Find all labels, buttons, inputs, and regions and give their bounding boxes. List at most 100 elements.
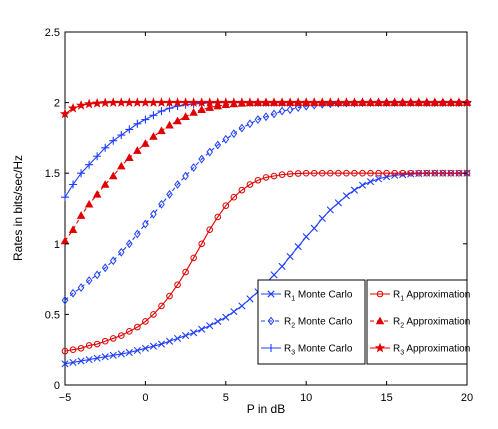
series-r3-approximation xyxy=(59,97,473,119)
data-point-r2-approximation xyxy=(181,112,190,120)
data-point-r1-approximation xyxy=(190,254,197,262)
data-point-r2-approximation xyxy=(125,153,134,161)
data-point-r3-approximation xyxy=(59,108,71,119)
data-point-r1-monte-carlo xyxy=(342,192,350,200)
data-point-r2-monte-carlo xyxy=(85,276,93,285)
data-point-r1-approximation xyxy=(270,172,278,180)
legend: R1 Monte Carlo R2 Monte Carlo R3 Monte Car… xyxy=(257,279,470,365)
data-point-r3-monte-carlo xyxy=(109,136,118,145)
data-point-r1-approximation xyxy=(439,169,447,177)
data-point-r1-monte-carlo xyxy=(206,322,214,330)
data-point-r2-monte-carlo xyxy=(286,105,294,115)
legend-label-r2-monte-carlo: R2 Monte Carlo xyxy=(284,317,353,330)
y-tick-label: 1 xyxy=(54,239,60,251)
data-point-r1-approximation xyxy=(310,169,318,177)
data-point-r2-approximation xyxy=(173,116,182,125)
data-point-r1-approximation xyxy=(286,170,294,178)
data-point-r1-monte-carlo xyxy=(214,317,222,326)
data-point-r1-monte-carlo xyxy=(310,224,318,232)
data-point-r1-monte-carlo xyxy=(358,181,367,189)
x-tick-label: −5 xyxy=(59,392,72,404)
data-point-r1-approximation xyxy=(77,344,85,352)
legend-marker-r1-approximation xyxy=(376,290,384,298)
data-point-r2-monte-carlo xyxy=(278,106,286,116)
data-point-r1-approximation xyxy=(415,169,423,177)
data-point-r1-approximation xyxy=(85,342,93,349)
data-point-r2-monte-carlo xyxy=(158,199,165,209)
data-point-r2-approximation xyxy=(108,171,118,180)
data-point-r1-approximation xyxy=(327,169,334,177)
data-point-r1-approximation xyxy=(61,347,69,355)
data-point-r1-monte-carlo xyxy=(125,348,133,357)
x-tick-label: 5 xyxy=(223,392,229,404)
data-point-r1-approximation xyxy=(126,328,133,335)
series-line-r2-monte-carlo xyxy=(64,102,467,301)
data-point-r1-monte-carlo xyxy=(246,295,254,303)
data-point-r1-approximation xyxy=(214,213,222,221)
legend-marker-r2-monte-carlo xyxy=(267,316,275,326)
y-tick-label: 0.5 xyxy=(45,309,60,321)
x-tick-label: 10 xyxy=(300,392,312,404)
data-point-r2-monte-carlo xyxy=(134,229,141,239)
data-point-r2-monte-carlo xyxy=(117,247,125,257)
data-point-r2-monte-carlo xyxy=(150,209,157,219)
data-point-r2-approximation xyxy=(141,139,150,147)
data-point-r3-monte-carlo xyxy=(157,107,166,116)
data-point-r1-monte-carlo xyxy=(85,355,93,364)
data-point-r1-monte-carlo xyxy=(270,271,278,279)
data-point-r1-approximation xyxy=(150,311,157,318)
data-point-r2-monte-carlo xyxy=(222,134,230,144)
data-point-r2-monte-carlo xyxy=(125,239,133,249)
data-point-r1-monte-carlo xyxy=(117,350,125,358)
data-point-r3-monte-carlo xyxy=(77,169,86,178)
data-point-r1-monte-carlo xyxy=(238,302,246,310)
data-point-r1-monte-carlo xyxy=(366,178,375,186)
data-point-r1-monte-carlo xyxy=(182,331,190,340)
y-tick-label: 1.5 xyxy=(45,168,60,180)
data-point-r1-approximation xyxy=(343,169,350,177)
x-tick-label: 15 xyxy=(380,392,392,404)
series-layer xyxy=(59,97,473,368)
data-point-r1-monte-carlo xyxy=(101,353,109,361)
data-point-r3-approximation xyxy=(84,98,95,109)
data-point-r1-approximation xyxy=(383,169,390,177)
data-point-r2-monte-carlo xyxy=(109,256,117,266)
data-point-r2-monte-carlo xyxy=(262,112,270,122)
data-point-r3-monte-carlo xyxy=(117,131,126,140)
data-point-r1-approximation xyxy=(230,193,238,201)
data-point-r1-approximation xyxy=(182,268,189,276)
data-point-r1-approximation xyxy=(109,335,117,342)
x-axis-label: P in dB xyxy=(247,402,285,416)
data-point-r3-monte-carlo xyxy=(149,111,158,120)
legend-marker-r1-monte-carlo xyxy=(267,290,275,298)
data-point-r2-monte-carlo xyxy=(182,171,189,181)
data-point-r1-approximation xyxy=(254,176,262,184)
data-point-r3-monte-carlo xyxy=(101,143,110,152)
data-point-r2-approximation xyxy=(133,146,142,154)
data-point-r1-monte-carlo xyxy=(278,262,286,270)
data-point-r1-approximation xyxy=(134,323,141,331)
data-point-r1-approximation xyxy=(166,292,173,300)
data-point-r1-approximation xyxy=(222,202,230,209)
data-point-r1-monte-carlo xyxy=(190,329,198,337)
data-point-r3-monte-carlo xyxy=(69,180,78,189)
data-point-r1-approximation xyxy=(391,169,398,177)
data-point-r2-approximation xyxy=(100,180,110,188)
legend-label-r2-approximation: R2 Approximation xyxy=(393,317,470,330)
legend-label-r3-monte-carlo: R3 Monte Carlo xyxy=(284,344,353,357)
data-point-r1-monte-carlo xyxy=(69,358,77,366)
data-point-r2-monte-carlo xyxy=(174,180,181,189)
y-axis-label: Rates in bits/sec/Hz xyxy=(11,155,25,261)
data-point-r3-monte-carlo xyxy=(93,152,102,161)
data-point-r2-monte-carlo xyxy=(238,123,246,133)
data-point-r1-monte-carlo xyxy=(141,344,149,352)
data-point-r1-approximation xyxy=(302,169,310,177)
data-point-r1-monte-carlo xyxy=(77,357,85,365)
data-point-r2-approximation xyxy=(197,105,206,113)
data-point-r1-approximation xyxy=(142,318,149,325)
data-point-r1-monte-carlo xyxy=(326,206,334,214)
data-point-r2-monte-carlo xyxy=(246,119,254,129)
y-tick-label: 2 xyxy=(54,98,60,110)
data-point-r2-approximation xyxy=(149,132,158,140)
